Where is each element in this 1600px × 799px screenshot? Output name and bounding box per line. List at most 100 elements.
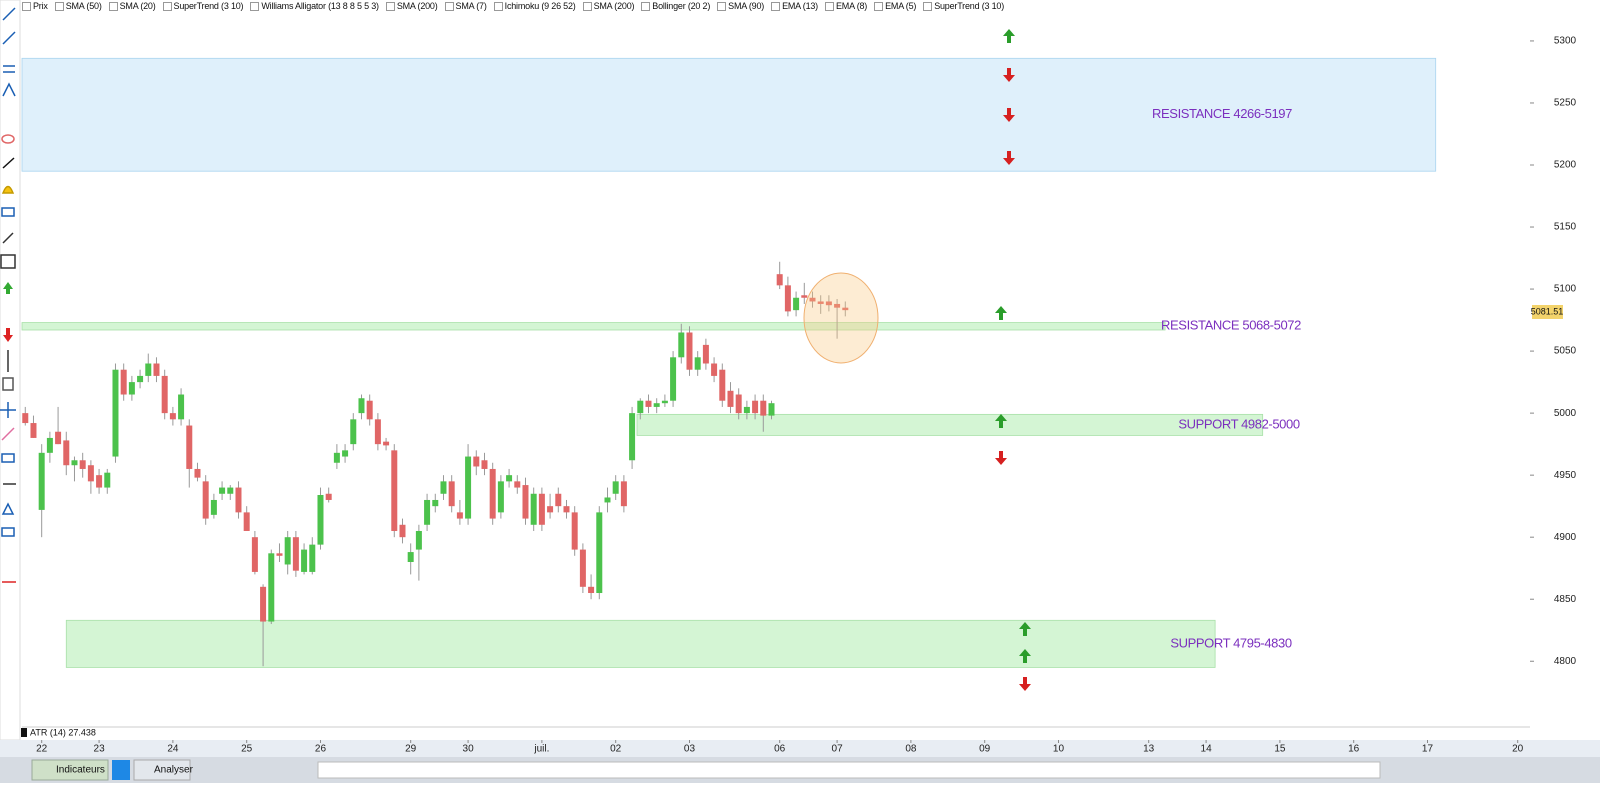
checkbox[interactable] (385, 1, 395, 11)
plot-area: RESISTANCE 4266-5197 RESISTANCE 5068-5072… (21, 57, 1437, 668)
indicator-label[interactable]: SuperTrend (3 10) (173, 1, 244, 11)
indicator-label[interactable]: EMA (5) (885, 1, 917, 11)
tool-icon[interactable] (2, 157, 15, 169)
candle-body (112, 369, 119, 457)
candle-body (653, 403, 660, 407)
candle-body (440, 481, 447, 494)
candle-body (555, 493, 562, 507)
checkbox[interactable] (108, 1, 118, 11)
candle-body (178, 394, 185, 420)
indicator-label[interactable]: SMA (200) (593, 1, 635, 11)
down-arrow (995, 451, 1007, 465)
y-tick-label: 5000 (1554, 408, 1577, 419)
candle-body (251, 537, 258, 572)
tool-icon[interactable] (1, 134, 15, 144)
tool-icon[interactable] (1, 427, 15, 441)
analyze-button-label[interactable]: Analyser (154, 765, 194, 776)
tool-icon[interactable] (2, 82, 16, 97)
tool-icon[interactable] (3, 328, 13, 342)
candle-body (391, 450, 398, 531)
candle-body (448, 481, 455, 507)
indicator-toggle[interactable]: SMA (50) (54, 1, 102, 11)
indicator-toggle[interactable]: SMA (90) (717, 1, 764, 11)
tool-icon[interactable] (1, 502, 15, 515)
tool-icon[interactable] (2, 377, 14, 391)
candle-body (96, 475, 103, 488)
indicator-label[interactable]: Williams Alligator (13 8 8 5 5 3) (261, 1, 379, 11)
checkbox[interactable] (771, 1, 781, 11)
share-button[interactable] (112, 760, 130, 780)
checkbox[interactable] (923, 1, 933, 11)
checkbox[interactable] (641, 1, 651, 11)
indicator-label[interactable]: SMA (90) (728, 1, 765, 11)
tool-icon[interactable] (1, 453, 15, 463)
tool-icon[interactable] (0, 254, 16, 269)
checkbox[interactable] (162, 1, 172, 11)
indicator-toggle[interactable]: Ichimoku (9 26 52) (493, 1, 576, 11)
candle-body (63, 440, 70, 466)
indicator-toggle[interactable]: EMA (13) (771, 1, 818, 11)
tool-icon[interactable] (2, 7, 16, 45)
checkbox[interactable] (874, 1, 884, 11)
indicator-label[interactable]: Ichimoku (9 26 52) (504, 1, 576, 11)
indicator-label[interactable]: Bollinger (20 2) (652, 1, 711, 11)
checkbox[interactable] (54, 1, 64, 11)
tool-icon[interactable] (1, 527, 15, 537)
scrollbar[interactable] (317, 761, 1381, 779)
indicator-toggle[interactable]: EMA (8) (824, 1, 868, 11)
indicator-label[interactable]: Prix (33, 1, 48, 11)
indicator-label[interactable]: SMA (50) (65, 1, 102, 11)
tool-icon[interactable] (1, 207, 15, 217)
x-tick-label: 16 (1348, 744, 1360, 755)
tool-icon[interactable] (3, 65, 15, 73)
candle-body (817, 301, 824, 304)
indicator-bar: Prix SMA (50) SMA (20) SuperTrend (3 10) Wil… (22, 0, 1008, 12)
indicators-button[interactable] (31, 759, 109, 781)
checkbox[interactable] (824, 1, 834, 11)
candle-body (268, 553, 275, 622)
tool-icon[interactable] (2, 232, 14, 244)
checkbox[interactable] (444, 1, 454, 11)
candle-body (235, 487, 242, 513)
indicator-label[interactable]: SMA (7) (455, 1, 487, 11)
tool-icon[interactable] (3, 282, 13, 294)
indicator-label[interactable]: EMA (13) (782, 1, 818, 11)
indicator-label[interactable]: SMA (200) (396, 1, 438, 11)
candle-body (637, 400, 644, 414)
y-tick-label: 5200 (1554, 160, 1577, 171)
checkbox[interactable] (493, 1, 503, 11)
candle-body (678, 332, 685, 358)
candle-body (612, 481, 619, 494)
analyze-button[interactable] (133, 759, 191, 781)
indicator-label[interactable]: SuperTrend (3 10) (934, 1, 1005, 11)
indicator-toggle[interactable]: Bollinger (20 2) (641, 1, 710, 11)
tool-icon[interactable] (0, 402, 16, 418)
indicator-label[interactable]: EMA (8) (835, 1, 868, 11)
checkbox[interactable] (717, 1, 727, 11)
indicator-toggle[interactable]: SMA (200) (582, 1, 635, 11)
indicator-toggle[interactable]: Prix (22, 1, 48, 11)
indicator-toggle[interactable]: EMA (5) (874, 1, 916, 11)
tool-icon[interactable] (1, 185, 15, 194)
candle-body (137, 375, 144, 383)
candle-body (497, 481, 504, 513)
indicator-toggle[interactable]: SuperTrend (3 10) (162, 1, 244, 11)
indicators-button-label[interactable]: Indicateurs (56, 765, 105, 776)
candle-body (670, 357, 677, 401)
indicator-toggle[interactable]: SMA (7) (444, 1, 487, 11)
candle-body (596, 512, 603, 594)
indicator-toggle[interactable]: SMA (200) (385, 1, 438, 11)
indicator-toggle[interactable]: SMA (20) (108, 1, 156, 11)
x-tick-label: 29 (405, 744, 417, 755)
indicator-toggle[interactable]: SuperTrend (3 10) (923, 1, 1004, 11)
indicator-toggle[interactable]: Williams Alligator (13 8 8 5 5 3) (250, 1, 379, 11)
candle-body (801, 295, 808, 298)
indicator-label[interactable]: SMA (20) (119, 1, 156, 11)
x-tick-label: 30 (463, 744, 475, 755)
checkbox[interactable] (22, 1, 31, 11)
checkbox[interactable] (250, 1, 260, 11)
zone-label: RESISTANCE 4266-5197 (1152, 106, 1292, 121)
x-tick-label: 07 (832, 744, 844, 755)
checkbox[interactable] (582, 1, 592, 11)
